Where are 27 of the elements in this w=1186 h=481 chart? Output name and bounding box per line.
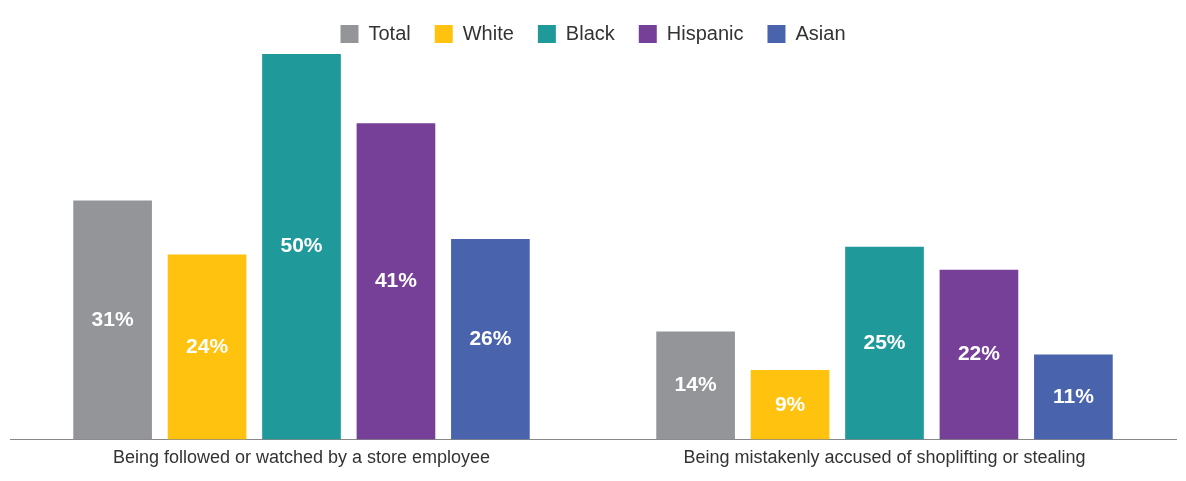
bar: [845, 246, 924, 440]
legend-label: Asian: [795, 21, 846, 44]
legend-label: Hispanic: [666, 21, 744, 44]
bar: [262, 54, 341, 440]
x-tick-label: Being followed or watched by a store employee: [112, 447, 491, 468]
data-label: 11%: [1052, 383, 1095, 407]
data-label: 26%: [469, 325, 512, 349]
data-label: 50%: [280, 233, 323, 257]
bar: [451, 238, 530, 440]
bar: [1034, 354, 1113, 440]
data-label: 9%: [774, 391, 806, 415]
legend-label: Total: [368, 21, 411, 44]
bar: [73, 200, 152, 440]
bar: [939, 269, 1019, 440]
bar: [167, 254, 247, 440]
data-label: 25%: [863, 329, 906, 353]
x-tick-label: Being mistakenly accused of shoplifting or stealing: [683, 447, 1086, 468]
bar: [356, 123, 436, 440]
data-label: 24%: [186, 333, 229, 357]
bar: [656, 331, 735, 440]
legend-label: White: [462, 21, 514, 44]
data-label: 31%: [91, 306, 134, 330]
legend-label: Black: [565, 21, 616, 44]
data-label: 14%: [674, 372, 717, 396]
data-label: 41%: [374, 268, 418, 292]
bar: [750, 370, 830, 440]
data-label: 22%: [957, 341, 1001, 365]
